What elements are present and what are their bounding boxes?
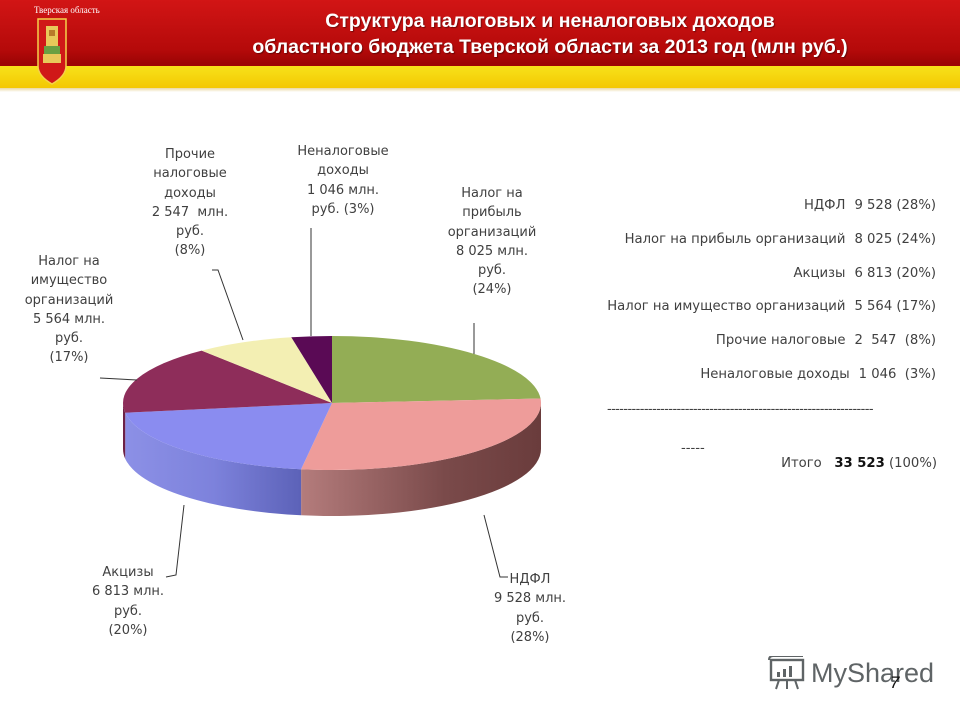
- pie-slice-5: [291, 336, 332, 403]
- separator-line: ----------------------------------------…: [607, 402, 874, 417]
- header-shadow: [0, 88, 960, 92]
- total-value: 33 523: [834, 456, 885, 471]
- page-title: Структура налоговых и неналоговых доходо…: [150, 8, 950, 60]
- total-label: Итого: [781, 456, 822, 471]
- short-dash: -----: [681, 441, 705, 456]
- label-other-tax: Прочие налоговые доходы 2 547 млн. руб. …: [151, 147, 229, 259]
- leader-lines: [99, 228, 508, 578]
- summary-row: Акцизы 6 813 (20%): [793, 265, 936, 281]
- title-line-2: областного бюджета Тверской области за 2…: [252, 36, 848, 58]
- label-property-tax: Налог на имущество организаций 5 564 млн…: [24, 254, 114, 366]
- pie-slice-4: [201, 337, 332, 403]
- pie-side-3: [123, 403, 126, 459]
- summary-row: Неналоговые доходы 1 046 (3%): [700, 366, 936, 382]
- total-text: Итого 33 523 (100%): [781, 456, 937, 471]
- pie-slice-3: [122, 350, 332, 413]
- label-non-tax: Неналоговые доходы 1 046 млн. руб. (3%): [297, 144, 389, 217]
- summary-row: НДФЛ 9 528 (28%): [803, 198, 936, 213]
- presentation-board-icon: [768, 656, 805, 690]
- watermark-text: MyShared: [811, 657, 935, 688]
- pie-side-1: [301, 403, 541, 516]
- label-profit-tax: Налог на прибыль организаций 8 025 млн. …: [447, 186, 537, 298]
- pie-slice-1: [301, 398, 541, 470]
- region-label: Тверская область: [34, 5, 100, 15]
- summary-table: НДФЛ 9 528 (28%) Налог на прибыль организ…: [607, 198, 936, 401]
- summary-row: Налог на имущество организаций 5 564 (17%…: [607, 299, 936, 315]
- header-yellow-stripe: [0, 66, 960, 90]
- pie-sides: [123, 403, 541, 516]
- pie-slice-0: [332, 336, 541, 403]
- label-ndfl: НДФЛ 9 528 млн. руб. (28%): [493, 572, 567, 645]
- coat-of-arms-icon: [37, 18, 67, 85]
- summary-row: Налог на прибыль организаций 8 025 (24%): [624, 231, 936, 247]
- label-excise: Акцизы 6 813 млн. руб. (20%): [91, 565, 165, 638]
- pie-side-2: [125, 412, 302, 516]
- pie-tops: [122, 336, 541, 470]
- watermark: MyShared: [767, 656, 934, 690]
- total-row: ----- Итого 33 523 (100%): [607, 426, 937, 471]
- pie-slice-2: [125, 403, 332, 470]
- page-number: 7: [890, 673, 900, 692]
- total-percent: (100%): [889, 456, 937, 471]
- title-line-1: Структура налоговых и неналоговых доходо…: [325, 10, 775, 32]
- summary-row: Прочие налоговые 2 547 (8%): [715, 333, 936, 349]
